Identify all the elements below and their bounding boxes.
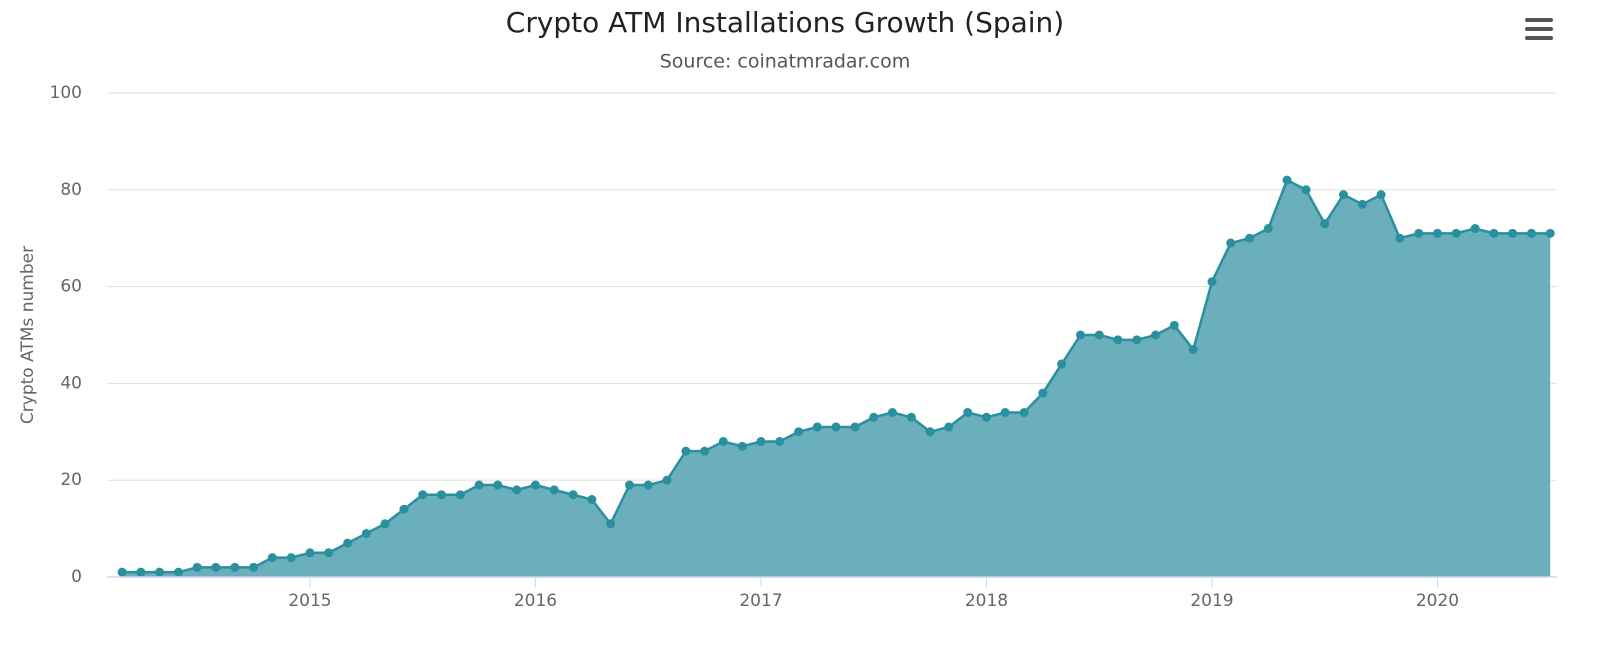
x-tick-label: 2020 xyxy=(1416,591,1459,611)
data-point xyxy=(1338,190,1348,200)
data-point xyxy=(1451,228,1461,238)
data-point xyxy=(1432,228,1442,238)
data-point xyxy=(286,553,296,563)
data-point xyxy=(1169,320,1179,330)
menu-bar[interactable] xyxy=(1525,36,1553,40)
y-tick-label: 40 xyxy=(60,373,82,393)
data-point xyxy=(794,427,804,437)
data-point xyxy=(267,553,277,563)
data-point xyxy=(380,519,390,529)
data-point xyxy=(1320,219,1330,229)
data-point xyxy=(1470,224,1480,234)
x-tick-label: 2016 xyxy=(514,591,557,611)
y-tick-label: 60 xyxy=(60,277,82,297)
menu-bar[interactable] xyxy=(1525,27,1553,31)
data-point xyxy=(963,407,973,417)
data-point xyxy=(1094,330,1104,340)
data-point xyxy=(1000,407,1010,417)
data-point xyxy=(361,528,371,538)
data-point xyxy=(1226,238,1236,248)
data-point xyxy=(155,567,165,577)
data-point xyxy=(1245,233,1255,243)
area-fill xyxy=(122,180,1551,577)
data-point xyxy=(775,436,785,446)
data-point xyxy=(587,495,597,505)
data-point xyxy=(1019,407,1029,417)
data-point xyxy=(117,567,127,577)
data-point xyxy=(211,562,221,572)
data-point xyxy=(700,446,710,456)
data-point xyxy=(1282,175,1292,185)
data-point xyxy=(230,562,240,572)
data-point xyxy=(173,567,183,577)
y-tick-label: 100 xyxy=(50,83,82,103)
data-point xyxy=(981,412,991,422)
menu-bar[interactable] xyxy=(1525,18,1553,22)
menu-button[interactable] xyxy=(1525,18,1553,40)
data-point xyxy=(343,538,353,548)
data-point xyxy=(324,548,334,558)
data-point xyxy=(1207,277,1217,287)
data-point xyxy=(474,480,484,490)
data-point xyxy=(756,436,766,446)
data-point xyxy=(1527,228,1537,238)
x-tick-label: 2019 xyxy=(1190,591,1233,611)
data-point xyxy=(944,422,954,432)
data-point xyxy=(1057,359,1067,369)
data-point xyxy=(737,441,747,451)
data-point xyxy=(906,412,916,422)
data-point xyxy=(192,562,202,572)
data-point xyxy=(399,504,409,514)
data-point xyxy=(1263,224,1273,234)
data-point xyxy=(925,427,935,437)
data-point xyxy=(718,436,728,446)
data-point xyxy=(1357,199,1367,209)
data-point xyxy=(493,480,503,490)
data-point xyxy=(1395,233,1405,243)
chart-title: Crypto ATM Installations Growth (Spain) xyxy=(506,6,1064,39)
data-point xyxy=(305,548,315,558)
data-point xyxy=(1132,335,1142,345)
data-point xyxy=(643,480,653,490)
data-point xyxy=(606,519,616,529)
data-point xyxy=(1508,228,1518,238)
y-tick-label: 0 xyxy=(71,567,82,587)
data-point xyxy=(681,446,691,456)
data-point xyxy=(418,490,428,500)
data-point xyxy=(831,422,841,432)
data-point xyxy=(568,490,578,500)
data-point xyxy=(1038,388,1048,398)
y-axis-label: Crypto ATMs number xyxy=(18,246,38,424)
data-point xyxy=(812,422,822,432)
data-point xyxy=(1545,228,1555,238)
data-point xyxy=(662,475,672,485)
data-point xyxy=(1151,330,1161,340)
data-point xyxy=(1076,330,1086,340)
data-point xyxy=(455,490,465,500)
data-point xyxy=(512,485,522,495)
y-tick-label: 20 xyxy=(60,470,82,490)
data-point xyxy=(1414,228,1424,238)
data-point xyxy=(530,480,540,490)
data-point xyxy=(850,422,860,432)
data-point xyxy=(249,562,259,572)
data-point xyxy=(624,480,634,490)
data-point xyxy=(869,412,879,422)
data-point xyxy=(1376,190,1386,200)
y-tick-label: 80 xyxy=(60,180,82,200)
chart-subtitle: Source: coinatmradar.com xyxy=(660,51,911,73)
x-tick-label: 2015 xyxy=(288,591,331,611)
data-point xyxy=(136,567,146,577)
data-point xyxy=(887,407,897,417)
x-tick-label: 2018 xyxy=(965,591,1008,611)
data-point xyxy=(436,490,446,500)
data-point xyxy=(1301,185,1311,195)
data-point xyxy=(1489,228,1499,238)
x-tick-label: 2017 xyxy=(739,591,782,611)
data-point xyxy=(1113,335,1123,345)
data-point xyxy=(549,485,559,495)
data-point xyxy=(1188,345,1198,355)
